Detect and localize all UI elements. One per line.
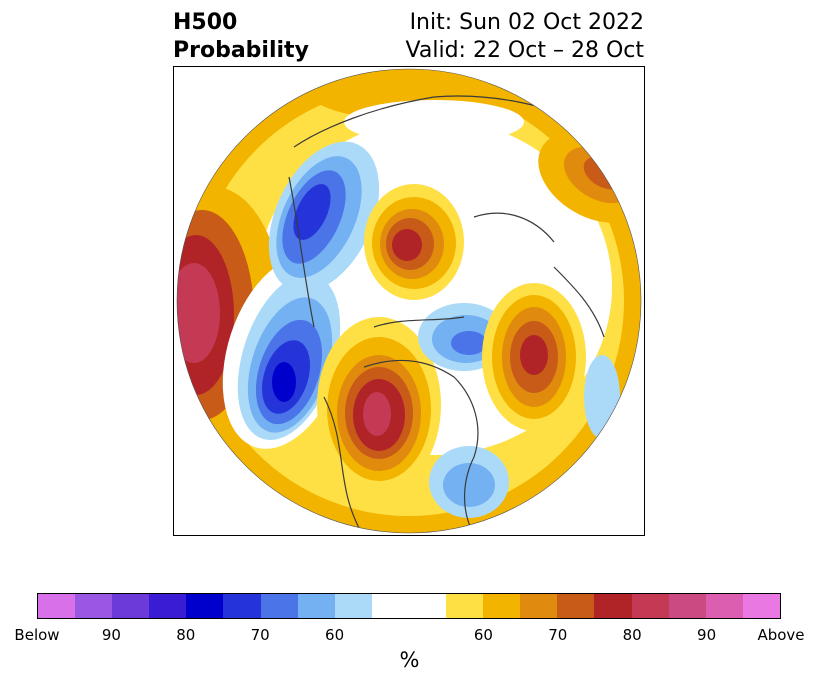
- colorbar-segment: [594, 594, 632, 618]
- colorbar-segment: [75, 594, 113, 618]
- colorbar-segment: [446, 594, 484, 618]
- probability-map: [173, 66, 645, 536]
- goa-below-85: [272, 362, 296, 402]
- atl-above-80: [520, 335, 548, 375]
- colorbar-tick-label: 90: [697, 626, 717, 644]
- colorbar-tick-label: 80: [622, 626, 642, 644]
- colorbar-segment: [260, 594, 298, 618]
- map-disc-edge: [176, 68, 642, 534]
- colorbar-segment: [742, 594, 780, 618]
- colorbar-segment: [334, 594, 372, 618]
- colorbar-segment: [149, 594, 187, 618]
- colorbar-segment: [371, 594, 409, 618]
- colorbar-segment: [186, 594, 224, 618]
- colorbar-tick-label: Above: [757, 626, 805, 644]
- colorbar-segment: [38, 594, 76, 618]
- colorbar-tick-label: Below: [14, 626, 60, 644]
- colorbar-segment: [223, 594, 261, 618]
- colorbar-tick-label: 60: [473, 626, 493, 644]
- valid-range: Valid: 22 Oct – 28 Oct: [405, 38, 644, 63]
- chart-title: H500 Probability: [173, 9, 309, 65]
- colorbar-tick-label: 70: [250, 626, 270, 644]
- contour-layer: [177, 69, 641, 533]
- title-product: Probability: [173, 38, 309, 63]
- date-info: Init: Sun 02 Oct 2022 Valid: 22 Oct – 28…: [406, 9, 644, 65]
- colorbar-tick-label: 70: [548, 626, 568, 644]
- arc-above-80: [392, 229, 422, 261]
- colorbar-unit: %: [399, 648, 420, 672]
- grl-below-75: [451, 331, 487, 355]
- colorbar: [37, 593, 781, 619]
- title-variable: H500: [173, 10, 238, 35]
- top-white: [344, 100, 524, 144]
- polar-map-svg: [176, 68, 642, 534]
- pac-above-85: [177, 263, 220, 363]
- coastlines: [288, 95, 605, 533]
- colorbar-segment: [112, 594, 150, 618]
- colorbar-segment: [705, 594, 743, 618]
- colorbar-segment: [483, 594, 521, 618]
- colorbar-segment: [631, 594, 669, 618]
- colorbar-tick-label: 60: [325, 626, 345, 644]
- colorbar-tick-label: 90: [101, 626, 121, 644]
- colorbar-segment: [668, 594, 706, 618]
- colorbar-segment: [557, 594, 595, 618]
- ber-below-80: [293, 184, 331, 240]
- colorbar-segment: [297, 594, 335, 618]
- us-below-70: [443, 463, 495, 507]
- init-date: Init: Sun 02 Oct 2022: [409, 10, 644, 35]
- eatl-below-60: [584, 355, 620, 439]
- colorbar-tick-label: 80: [176, 626, 196, 644]
- can-above-85: [363, 392, 391, 436]
- colorbar-segment: [520, 594, 558, 618]
- colorbar-tick-labels: Below 90 80 70 60 60 70 80 90 Above: [14, 626, 804, 646]
- colorbar-segment: [408, 594, 447, 618]
